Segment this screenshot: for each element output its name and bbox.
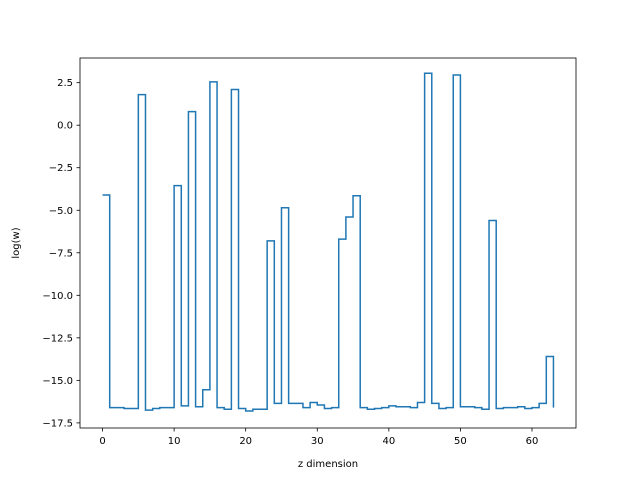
y-tick-label: −15.0 [42, 376, 73, 387]
y-tick-label: −7.5 [49, 248, 73, 259]
x-tick-label: 30 [311, 436, 324, 447]
y-tick-label: −2.5 [49, 163, 73, 174]
axis-ticks: 0 10 20 30 40 50 60 −17.5 −15.0 −12.5 −10.0 −7.5 −5.… [42, 78, 538, 447]
plot-frame [79, 57, 577, 429]
series-line [102, 72, 555, 412]
y-axis-label: log(w) [11, 227, 22, 258]
y-tick-label: 2.5 [57, 78, 73, 89]
x-tick-label: 50 [454, 436, 467, 447]
x-tick-label: 0 [99, 436, 105, 447]
x-tick-label: 20 [239, 436, 252, 447]
x-tick-label: 40 [382, 436, 395, 447]
x-axis-label: z dimension [298, 459, 358, 470]
y-tick-label: −5.0 [49, 206, 73, 217]
y-tick-label: 0.0 [57, 121, 73, 132]
y-tick-label: −17.5 [42, 418, 73, 429]
y-tick-label: −12.5 [42, 333, 73, 344]
y-tick-label: −10.0 [42, 291, 73, 302]
x-tick-label: 60 [526, 436, 539, 447]
x-tick-label: 10 [168, 436, 181, 447]
